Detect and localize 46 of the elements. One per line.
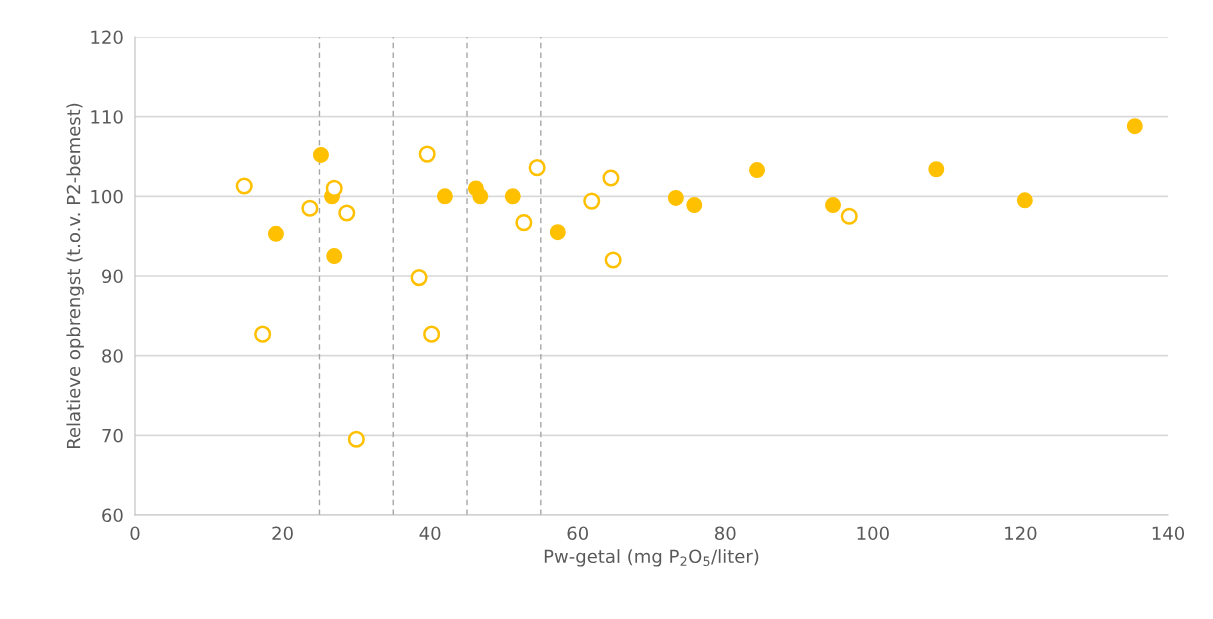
- point: [840, 207, 858, 225]
- x-tick-label: 100: [857, 526, 889, 541]
- point: [825, 197, 841, 214]
- point: [235, 177, 253, 195]
- x-tick-label: 120: [1005, 526, 1037, 541]
- point: [583, 192, 601, 210]
- point: [515, 214, 533, 232]
- point: [602, 169, 620, 187]
- point: [254, 325, 272, 343]
- x-tick-label: 40: [419, 526, 441, 541]
- point: [436, 188, 453, 205]
- y-tick-label: 100: [91, 189, 123, 204]
- y-tick-label: 80: [102, 349, 123, 363]
- point: [472, 188, 489, 205]
- point: [504, 188, 521, 205]
- point: [410, 269, 428, 287]
- x-tick-label: 80: [715, 526, 736, 541]
- point: [749, 162, 765, 179]
- point: [347, 430, 365, 448]
- point: [1126, 118, 1143, 135]
- y-tick-label: 90: [102, 269, 123, 284]
- point: [326, 248, 343, 265]
- point: [312, 146, 329, 163]
- point: [325, 179, 343, 197]
- x-axis-title: Pw-getal (mg P$_{2}$O$_{5}$/liter): [544, 549, 759, 567]
- y-tick-label: 110: [91, 110, 123, 124]
- point: [667, 189, 684, 206]
- point: [528, 159, 546, 177]
- x-tick-label: 140: [1152, 526, 1185, 541]
- y-tick-label: 120: [91, 30, 123, 45]
- point: [338, 204, 356, 222]
- point: [423, 325, 441, 343]
- point: [301, 199, 319, 217]
- point: [686, 197, 703, 214]
- y-axis-title: Relatieve opbrengst (t.o.v. P2-bemest): [66, 103, 84, 449]
- x-tick-label: 20: [272, 526, 293, 541]
- point: [549, 224, 566, 241]
- x-tick-label: 60: [567, 526, 588, 541]
- point: [928, 161, 945, 178]
- y-tick-label: 60: [102, 508, 123, 523]
- point: [267, 225, 284, 242]
- point: [604, 251, 622, 269]
- y-tick-label: 70: [102, 428, 123, 443]
- point: [418, 145, 436, 163]
- x-tick-label: 0: [130, 526, 140, 541]
- point: [1016, 192, 1033, 209]
